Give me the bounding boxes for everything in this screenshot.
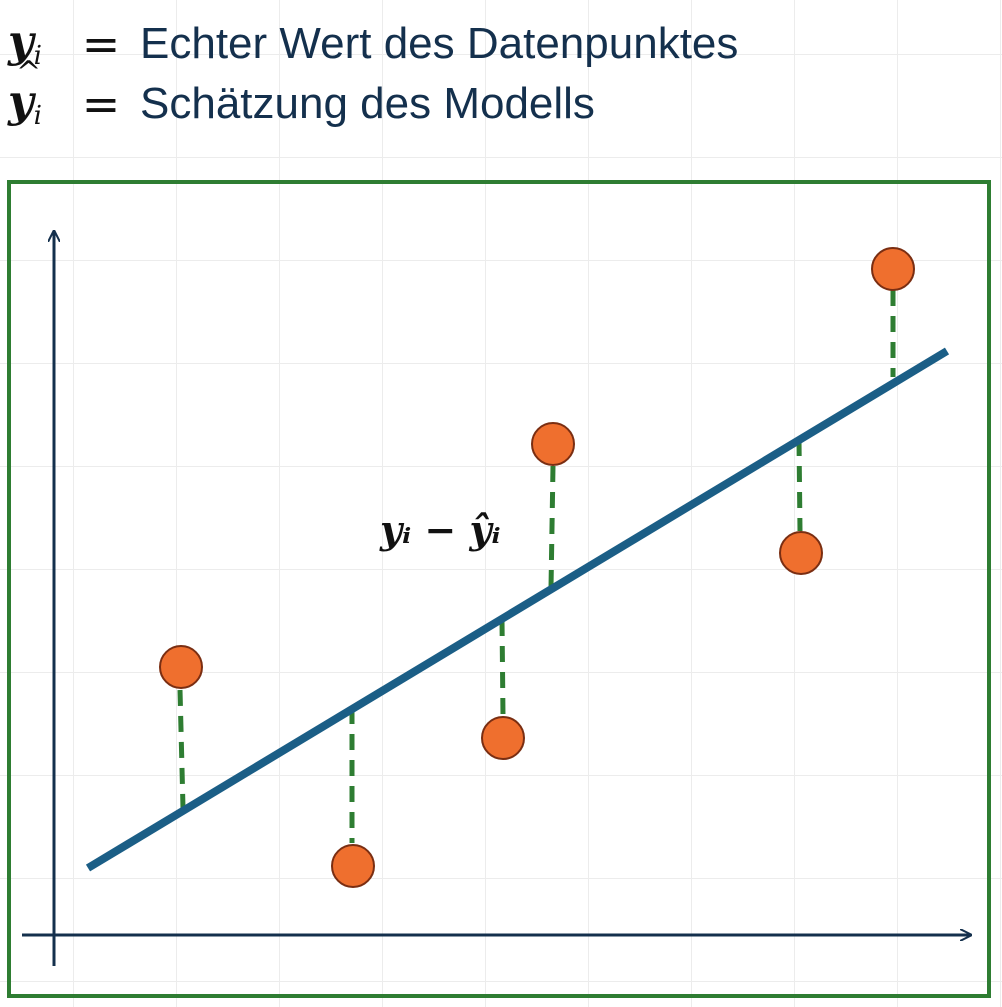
legend-row-actual: yi = Echter Wert des Datenpunktes	[8, 14, 738, 74]
legend: yi = Echter Wert des Datenpunktes ^ yi = …	[8, 14, 738, 134]
data-point	[779, 531, 823, 575]
equals-sign: =	[81, 77, 121, 131]
estimate-symbol: ^ yi	[8, 54, 42, 131]
data-point	[481, 716, 525, 760]
data-point	[159, 645, 203, 689]
residual-label: yᵢ − ŷᵢ	[379, 507, 501, 552]
estimate-description: Schätzung des Modells	[140, 79, 595, 128]
regression-line	[85, 347, 950, 872]
legend-row-estimate: ^ yi = Schätzung des Modells	[8, 54, 738, 134]
residuals	[177, 290, 896, 843]
data-point	[871, 247, 915, 291]
residual-line	[796, 439, 803, 532]
residual-line	[548, 465, 556, 589]
diagram-frame	[7, 180, 991, 998]
actual-value-symbol: yi	[8, 15, 42, 71]
actual-value-description: Echter Wert des Datenpunktes	[140, 19, 739, 68]
equals-sign: =	[81, 17, 121, 71]
data-point	[331, 844, 375, 888]
residual-line	[499, 619, 506, 717]
data-point	[531, 422, 575, 466]
residual-line	[177, 689, 186, 809]
data-points	[159, 247, 915, 888]
